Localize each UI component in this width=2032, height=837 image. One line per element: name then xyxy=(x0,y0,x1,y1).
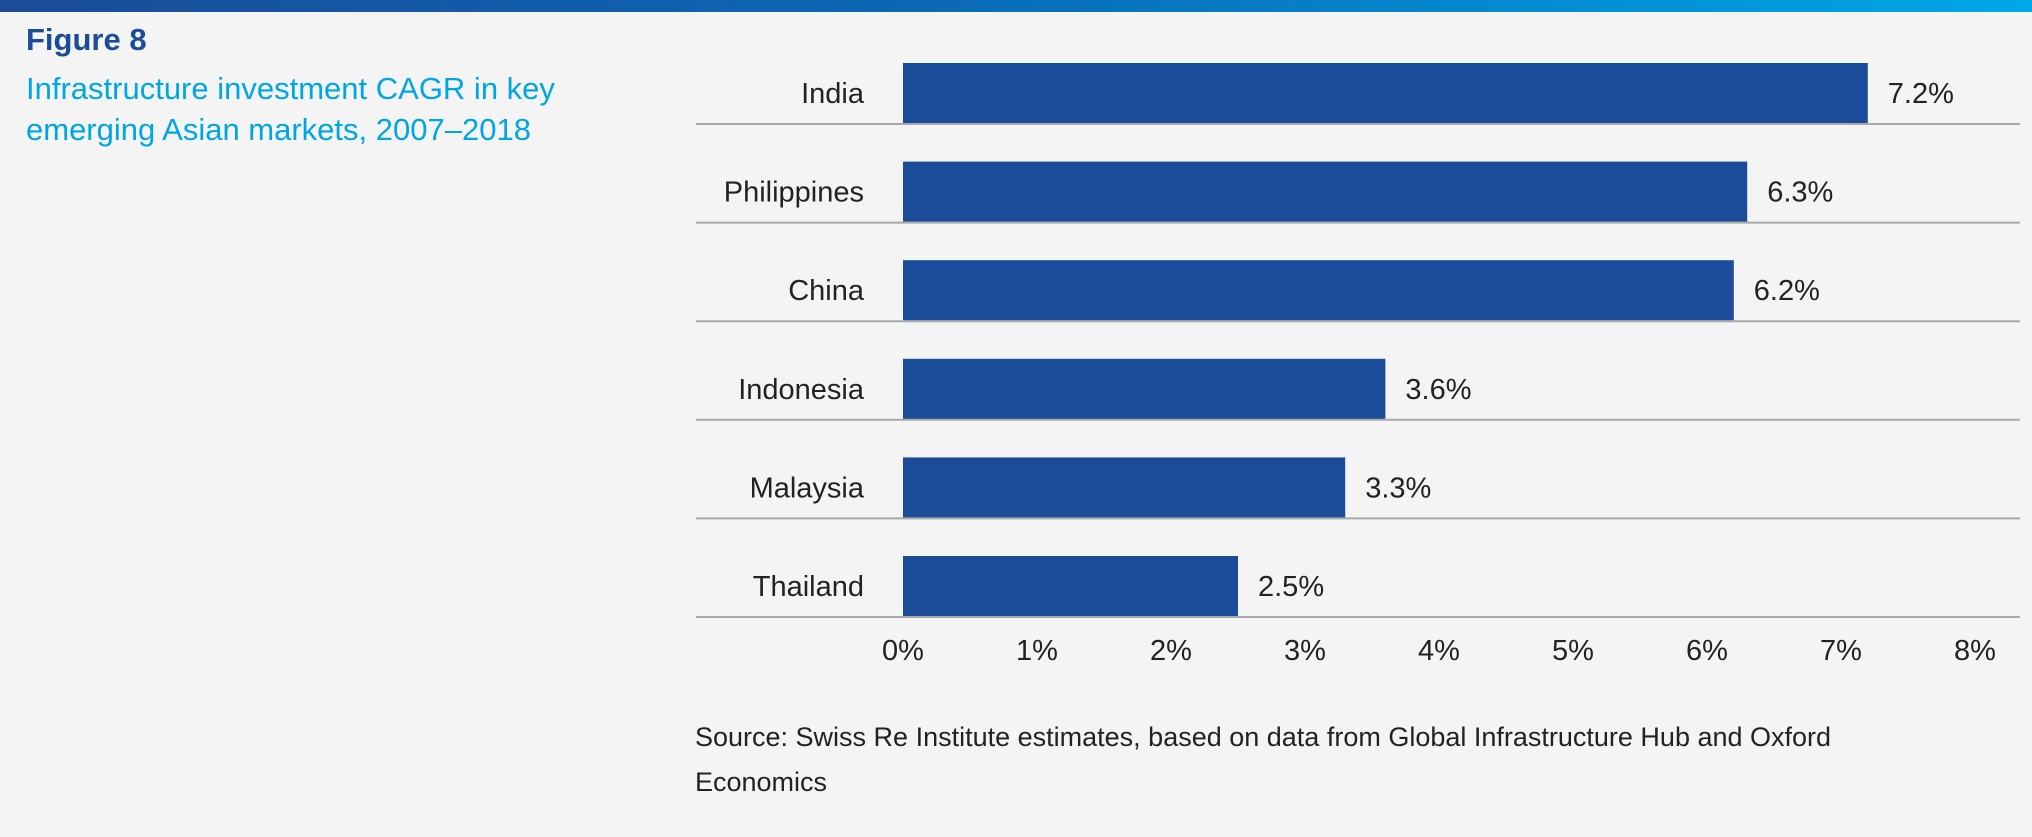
category-label: China xyxy=(788,275,865,307)
data-label: 3.6% xyxy=(1405,374,1471,406)
x-tick-label: 8% xyxy=(1954,635,1996,667)
chart-title: Infrastructure investment CAGR in key em… xyxy=(26,71,555,147)
x-tick-label: 1% xyxy=(1016,635,1058,667)
x-tick-label: 2% xyxy=(1150,635,1192,667)
bar-philippines xyxy=(903,161,1748,222)
figure-label: Figure 8 xyxy=(26,22,147,57)
category-label: India xyxy=(801,78,865,110)
x-tick-label: 7% xyxy=(1820,635,1862,667)
x-tick-label: 5% xyxy=(1552,635,1594,667)
data-label: 6.3% xyxy=(1767,177,1833,209)
x-tick-label: 4% xyxy=(1418,635,1460,667)
category-label: Thailand xyxy=(753,571,864,603)
bar-malaysia xyxy=(903,457,1346,518)
data-label: 2.5% xyxy=(1258,571,1324,603)
x-tick-label: 3% xyxy=(1284,635,1326,667)
source-note: Source: Swiss Re Institute estimates, ba… xyxy=(695,722,1832,797)
category-label: Indonesia xyxy=(738,374,865,406)
top-accent-bar xyxy=(0,0,2032,12)
data-label: 3.3% xyxy=(1365,472,1431,504)
bar-indonesia xyxy=(903,358,1386,419)
category-label: Philippines xyxy=(724,177,864,209)
x-tick-label: 6% xyxy=(1686,635,1728,667)
bar-chart: India 7.2% Philippines 6.3% China 6.2% Indones… xyxy=(696,63,2020,667)
category-label: Malaysia xyxy=(750,472,865,504)
data-label: 6.2% xyxy=(1754,275,1820,307)
data-label: 7.2% xyxy=(1888,78,1954,110)
bar-china xyxy=(903,260,1734,321)
bar-india xyxy=(903,63,1868,123)
x-tick-label: 0% xyxy=(882,635,924,667)
bar-thailand xyxy=(903,556,1238,616)
